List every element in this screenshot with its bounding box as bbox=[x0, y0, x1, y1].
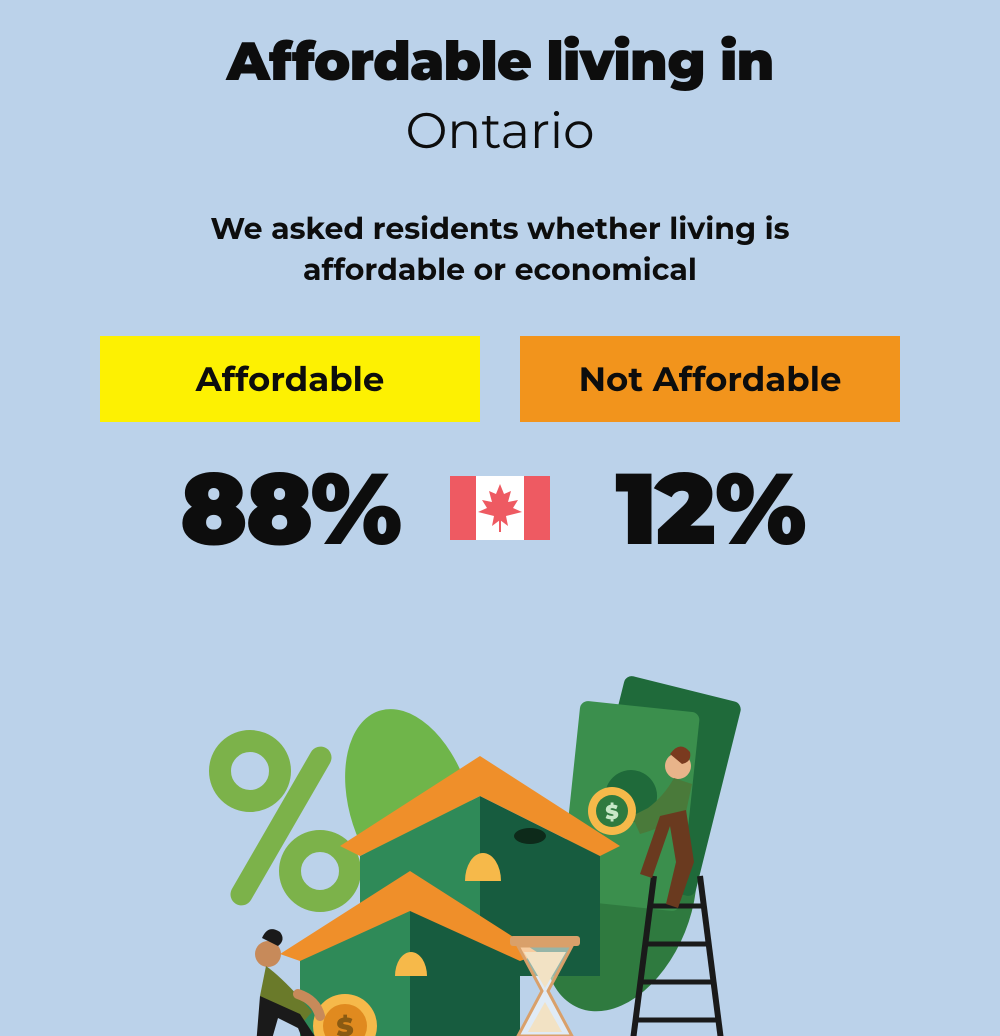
not-affordable-badge: Not Affordable bbox=[520, 336, 900, 422]
svg-text:$: $ bbox=[336, 1011, 353, 1036]
canada-flag-icon bbox=[450, 476, 550, 540]
house-savings-illustration: $ $ bbox=[180, 676, 820, 1036]
percent-icon bbox=[220, 741, 350, 909]
not-affordable-value: 12% bbox=[615, 448, 804, 570]
stat-not-affordable: Not Affordable 12% bbox=[520, 336, 900, 570]
svg-text:$: $ bbox=[605, 801, 618, 825]
affordable-badge: Affordable bbox=[100, 336, 480, 422]
stats-row: Affordable 88% Not Affordable 12% bbox=[0, 336, 1000, 570]
subtitle: We asked residents whether living is aff… bbox=[140, 209, 860, 290]
title-line-2: Ontario bbox=[0, 100, 1000, 161]
stat-affordable: Affordable 88% bbox=[100, 336, 480, 570]
affordable-value: 88% bbox=[180, 448, 400, 570]
title-line-1: Affordable living in bbox=[0, 28, 1000, 94]
